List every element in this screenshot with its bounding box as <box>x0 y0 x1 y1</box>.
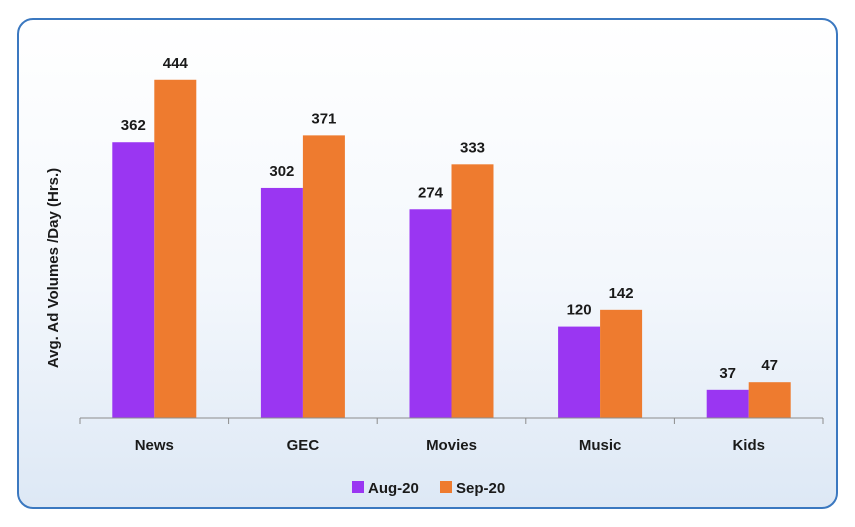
legend-swatch <box>440 481 452 493</box>
data-label: 47 <box>761 357 778 374</box>
bar-sep-20-gec <box>302 135 345 418</box>
x-tick-label: Music <box>579 437 622 454</box>
x-tick-label: Kids <box>732 437 765 454</box>
bar-aug-20-news <box>112 142 155 418</box>
data-label: 120 <box>567 302 592 319</box>
y-axis-label: Avg. Ad Volumes /Day (Hrs.) <box>45 168 62 368</box>
x-tick-label: Movies <box>426 437 477 454</box>
x-tick-label: GEC <box>287 437 320 454</box>
bar-aug-20-kids <box>706 389 749 418</box>
data-label: 444 <box>163 55 189 72</box>
bar-sep-20-news <box>154 79 197 419</box>
legend-label: Sep-20 <box>456 480 505 497</box>
data-label: 142 <box>609 285 634 302</box>
data-label: 371 <box>311 110 336 127</box>
data-label: 362 <box>121 117 146 134</box>
bar-aug-20-gec <box>260 187 303 418</box>
bar-aug-20-music <box>558 326 601 418</box>
data-label: 37 <box>719 365 736 382</box>
bar-sep-20-kids <box>748 382 791 418</box>
x-tick-label: News <box>135 437 174 454</box>
bar-sep-20-movies <box>451 164 494 418</box>
data-label: 302 <box>269 163 294 180</box>
bar-aug-20-movies <box>409 209 452 418</box>
data-label: 333 <box>460 139 485 156</box>
legend-swatch <box>352 481 364 493</box>
bar-sep-20-music <box>600 309 643 418</box>
data-label: 274 <box>418 184 444 201</box>
legend-label: Aug-20 <box>368 480 419 497</box>
